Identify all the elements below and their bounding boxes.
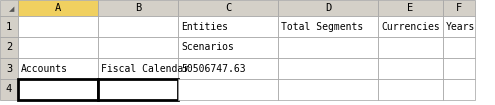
Text: C: C: [225, 3, 231, 13]
Bar: [378, 0, 443, 16]
Bar: [443, 37, 475, 58]
Text: Entities: Entities: [181, 22, 228, 32]
Bar: [98, 58, 178, 79]
Text: B: B: [135, 3, 141, 13]
Bar: [378, 37, 443, 58]
Text: 4: 4: [6, 85, 12, 94]
Bar: [443, 0, 475, 16]
Bar: [98, 0, 178, 16]
Bar: [278, 0, 378, 16]
Bar: [378, 16, 443, 37]
Bar: [0, 58, 18, 79]
Bar: [0, 79, 18, 100]
Bar: [178, 79, 278, 100]
Bar: [18, 0, 98, 16]
Bar: [18, 16, 98, 37]
Bar: [178, 0, 278, 16]
Bar: [98, 16, 178, 37]
Bar: [0, 0, 18, 16]
Text: D: D: [325, 3, 331, 13]
Bar: [443, 16, 475, 37]
Bar: [18, 79, 98, 100]
Text: Fiscal Calendar: Fiscal Calendar: [101, 64, 189, 74]
Bar: [443, 58, 475, 79]
Text: Scenarios: Scenarios: [181, 43, 234, 52]
Text: 1: 1: [6, 22, 12, 32]
Text: 3: 3: [6, 64, 12, 74]
Text: 2: 2: [6, 43, 12, 52]
Bar: [18, 37, 98, 58]
Bar: [443, 79, 475, 100]
Bar: [98, 79, 178, 100]
Bar: [178, 58, 278, 79]
Text: Currencies: Currencies: [381, 22, 440, 32]
Bar: [178, 37, 278, 58]
Bar: [18, 58, 98, 79]
Text: 50506747.63: 50506747.63: [181, 64, 246, 74]
Bar: [178, 16, 278, 37]
Text: F: F: [456, 3, 462, 13]
Bar: [378, 79, 443, 100]
Bar: [278, 16, 378, 37]
Text: Years: Years: [446, 22, 475, 32]
Bar: [278, 79, 378, 100]
Text: Accounts: Accounts: [21, 64, 68, 74]
Text: ◢: ◢: [9, 7, 14, 13]
Bar: [0, 37, 18, 58]
Bar: [378, 58, 443, 79]
Bar: [278, 58, 378, 79]
Bar: [0, 16, 18, 37]
Text: A: A: [55, 3, 61, 13]
Bar: [98, 37, 178, 58]
Text: Total Segments: Total Segments: [281, 22, 363, 32]
Text: E: E: [407, 3, 414, 13]
Bar: [278, 37, 378, 58]
